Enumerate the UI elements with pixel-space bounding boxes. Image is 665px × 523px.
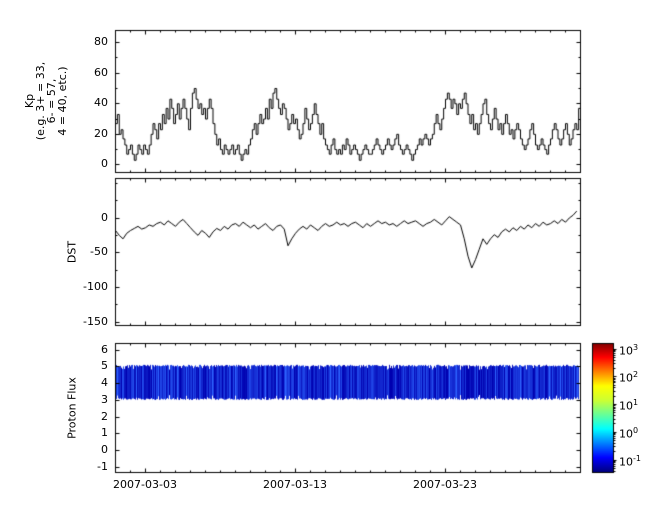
x-tick-label: 2007-03-03 bbox=[113, 478, 177, 491]
x-tick-label: 2007-03-13 bbox=[263, 478, 327, 491]
kp-axis-label: Kp (e.g. 3+ = 33, 6- = 57, 4 = 40, etc.) bbox=[23, 62, 69, 140]
kp-ytick-label: 0 bbox=[101, 157, 108, 170]
proton_flux-ytick-label: -1 bbox=[97, 460, 108, 473]
dst-ytick-label: -50 bbox=[90, 245, 108, 258]
kp-ytick-label: 40 bbox=[94, 96, 108, 109]
proton_flux-ytick-label: 1 bbox=[101, 426, 108, 439]
colorbar-tick-label: 10-1 bbox=[619, 454, 641, 469]
kp-ytick-label: 20 bbox=[94, 127, 108, 140]
colorbar-tick-label: 101 bbox=[619, 398, 639, 413]
dst-ytick-label: 0 bbox=[101, 211, 108, 224]
x-tick-label: 2007-03-23 bbox=[413, 478, 477, 491]
kp-axis-label-line: 4 = 40, etc.) bbox=[56, 66, 69, 136]
colorbar-tick-label: 102 bbox=[619, 370, 639, 385]
proton_flux-ytick-label: 5 bbox=[101, 359, 108, 372]
proton_flux-ytick-label: 4 bbox=[101, 376, 108, 389]
proton_flux-ytick-label: 0 bbox=[101, 443, 108, 456]
colorbar-tick-label: 103 bbox=[619, 343, 639, 358]
kp-ytick-label: 60 bbox=[94, 66, 108, 79]
dst-ytick-label: -100 bbox=[83, 280, 108, 293]
dst-ytick-label: -150 bbox=[83, 315, 108, 328]
proton_flux-ytick-label: 2 bbox=[101, 410, 108, 423]
kp-ytick-label: 80 bbox=[94, 35, 108, 48]
colorbar-tick-label: 100 bbox=[619, 426, 639, 441]
proton_flux-ytick-label: 3 bbox=[101, 393, 108, 406]
proton_flux-ytick-label: 6 bbox=[101, 343, 108, 356]
